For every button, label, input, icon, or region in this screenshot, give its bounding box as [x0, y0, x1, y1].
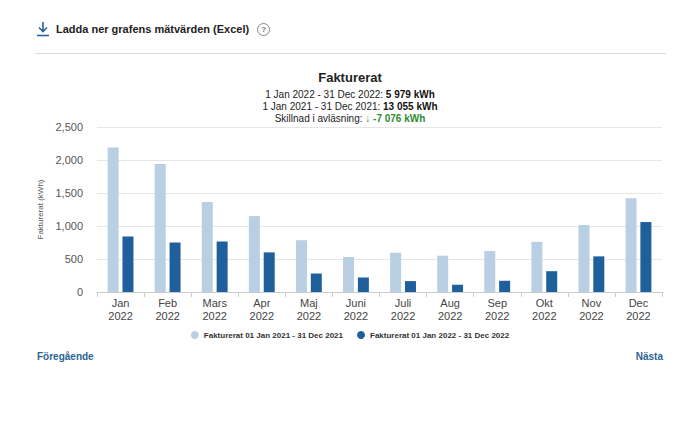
svg-text:Okt: Okt	[536, 297, 553, 309]
svg-text:2,500: 2,500	[55, 121, 83, 133]
svg-text:Maj: Maj	[300, 297, 318, 309]
svg-text:2022: 2022	[438, 310, 462, 322]
svg-text:2022: 2022	[250, 310, 274, 322]
svg-text:1,000: 1,000	[55, 220, 83, 232]
svg-text:Aug: Aug	[440, 297, 460, 309]
svg-text:Fakturerat: Fakturerat	[318, 70, 382, 85]
svg-text:Fakturerat 01 Jan 2022 - 31 De: Fakturerat 01 Jan 2022 - 31 Dec 2022	[370, 331, 510, 340]
svg-text:Fakturerat 01 Jan 2021 - 31 De: Fakturerat 01 Jan 2021 - 31 Dec 2021	[204, 331, 344, 340]
html-text:Föregående: Föregående	[37, 351, 94, 362]
svg-text:2022: 2022	[532, 310, 556, 322]
svg-text:1,500: 1,500	[55, 187, 83, 199]
svg-text:2022: 2022	[579, 310, 603, 322]
svg-text:Juli: Juli	[395, 297, 412, 309]
svg-text:Jan: Jan	[112, 297, 130, 309]
svg-text:Juni: Juni	[346, 297, 366, 309]
svg-text:Dec: Dec	[629, 297, 649, 309]
svg-text:Sep: Sep	[487, 297, 507, 309]
svg-text:Apr: Apr	[253, 297, 270, 309]
html-text:Nästa: Nästa	[635, 351, 663, 362]
svg-text:2022: 2022	[485, 310, 509, 322]
svg-text:1 Jan 2021 - 31 Dec 2021:: 1 Jan 2021 - 31 Dec 2021:	[262, 101, 383, 112]
svg-text:2022: 2022	[626, 310, 650, 322]
svg-text:2022: 2022	[108, 310, 132, 322]
svg-text:Feb: Feb	[158, 297, 177, 309]
svg-text:5 979 kWh: 5 979 kWh	[386, 89, 435, 100]
svg-text:2,000: 2,000	[55, 154, 83, 166]
html-text:Ladda ner grafens mätvärden (E: Ladda ner grafens mätvärden (Excel)	[56, 23, 250, 35]
svg-text:Nov: Nov	[582, 297, 602, 309]
svg-text:2022: 2022	[391, 310, 415, 322]
svg-text:2022: 2022	[202, 310, 226, 322]
svg-text:2022: 2022	[155, 310, 179, 322]
svg-text:Fakturerat (kWh): Fakturerat (kWh)	[36, 179, 45, 239]
svg-text:0: 0	[77, 286, 83, 298]
svg-text:2022: 2022	[297, 310, 321, 322]
svg-text:1 Jan 2022 - 31 Dec 2022:: 1 Jan 2022 - 31 Dec 2022:	[265, 89, 386, 100]
svg-text:2022: 2022	[344, 310, 368, 322]
svg-text:13 055 kWh: 13 055 kWh	[383, 101, 437, 112]
svg-text:Skillnad i avläsning:: Skillnad i avläsning:	[275, 113, 366, 124]
svg-text:Mars: Mars	[202, 297, 227, 309]
svg-text:500: 500	[65, 253, 83, 265]
svg-text:↓ -7 076 kWh: ↓ -7 076 kWh	[365, 113, 425, 124]
